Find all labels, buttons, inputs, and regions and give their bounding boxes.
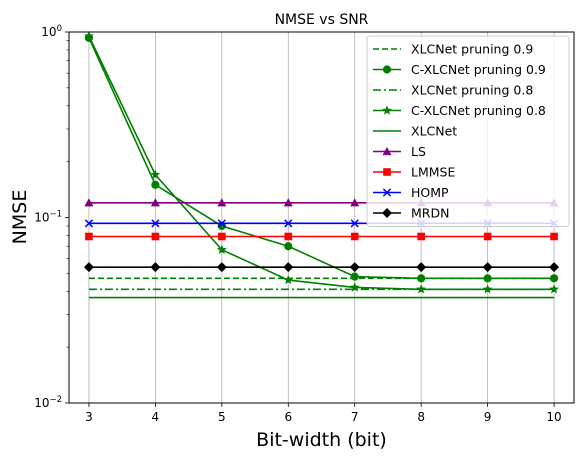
y-tick-base-1: 10	[34, 211, 49, 225]
point-lmmse	[351, 233, 359, 241]
point-lmmse	[218, 233, 226, 241]
x-tick-label-10: 10	[546, 410, 561, 424]
y-axis-label: NMSE	[9, 190, 31, 245]
legend-label-c-xlcnet-pruning-0-9: C-XLCNet pruning 0.9	[411, 62, 546, 77]
legend-marker-c-xlcnet-pruning-0-9	[383, 66, 390, 73]
legend: XLCNet pruning 0.9 C-XLCNet pruning 0.9 XL…	[367, 36, 569, 227]
chart-title: NMSE vs SNR	[275, 12, 369, 28]
x-tick-label-7: 7	[351, 410, 359, 424]
y-tick-exponent-2: 0	[57, 24, 62, 34]
y-tick-base-0: 10	[34, 396, 49, 410]
x-tick-label-3: 3	[85, 410, 93, 424]
point-c-xlcnet-pruning-0-9	[152, 181, 159, 188]
legend-label-xlcnet-pruning-0-8: XLCNet pruning 0.8	[411, 83, 533, 98]
legend-label-xlcnet: XLCNet	[411, 124, 457, 139]
point-c-xlcnet-pruning-0-9	[285, 243, 292, 250]
legend-label-mrdn: MRDN	[411, 206, 449, 221]
point-c-xlcnet-pruning-0-9	[418, 275, 425, 282]
point-c-xlcnet-pruning-0-9	[351, 273, 358, 280]
point-lmmse	[85, 233, 93, 241]
point-lmmse	[152, 233, 160, 241]
x-tick-label-9: 9	[484, 410, 492, 424]
point-c-xlcnet-pruning-0-9	[550, 275, 557, 282]
x-tick-label-4: 4	[152, 410, 160, 424]
point-lmmse	[484, 233, 492, 241]
legend-label-ls: LS	[411, 144, 426, 159]
point-c-xlcnet-pruning-0-9	[484, 275, 491, 282]
legend-label-xlcnet-pruning-0-9: XLCNet pruning 0.9	[411, 42, 533, 57]
y-tick-exponent-1: −1	[49, 210, 62, 220]
point-lmmse	[550, 233, 558, 241]
legend-label-lmmse: LMMSE	[411, 165, 455, 180]
x-axis-label: Bit-width (bit)	[256, 429, 387, 451]
legend-label-homp: HOMP	[411, 185, 449, 200]
point-lmmse	[284, 233, 292, 241]
x-tick-label-6: 6	[284, 410, 292, 424]
legend-label-c-xlcnet-pruning-0-8: C-XLCNet pruning 0.8	[411, 103, 546, 118]
y-tick-base-2: 10	[41, 25, 56, 39]
point-lmmse	[417, 233, 425, 241]
x-tick-label-5: 5	[218, 410, 226, 424]
x-tick-label-8: 8	[417, 410, 425, 424]
legend-marker-lmmse	[383, 168, 391, 176]
y-tick-exponent-0: −2	[49, 395, 62, 405]
